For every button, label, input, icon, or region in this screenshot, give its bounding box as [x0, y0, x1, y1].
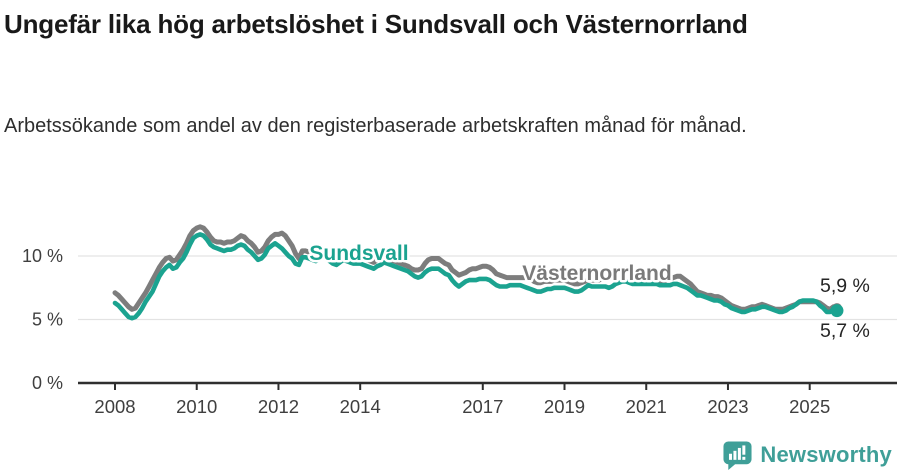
x-axis-tick-label: 2010 — [176, 396, 217, 417]
x-axis-tick-label: 2023 — [707, 396, 748, 417]
series-line-västernorrland — [112, 224, 840, 312]
series-line-sundsvall — [112, 232, 840, 321]
end-value-label-sundsvall: 5,7 % — [820, 320, 870, 342]
x-axis-tick-label: 2019 — [544, 396, 585, 417]
newsworthy-brand: Newsworthy — [722, 440, 892, 470]
line-chart: 0 % 5 % 10 % 2008 2010 2012 2014 2017 2019 2021 20… — [22, 224, 897, 417]
end-value-label-vasternorrland: 5,9 % — [820, 275, 870, 297]
y-axis-tick-label: 10 % — [22, 246, 63, 266]
x-axis-tick-label: 2008 — [94, 396, 135, 417]
x-axis-tick-label: 2012 — [258, 396, 299, 417]
chart-subtitle: Arbetssökande som andel av den registerb… — [4, 115, 747, 137]
x-axis-tick-label: 2021 — [626, 396, 667, 417]
series-label-sundsvall: Sundsvall — [309, 242, 408, 265]
x-axis-tick-label: 2014 — [340, 396, 381, 417]
x-axis-tick-label: 2017 — [462, 396, 503, 417]
series-end-dot-sundsvall — [830, 304, 844, 318]
series-label-västernorrland: Västernorrland — [522, 262, 671, 285]
y-axis-tick-label: 5 % — [32, 310, 63, 330]
newsworthy-logo-icon — [723, 441, 752, 470]
y-axis-tick-label: 0 % — [32, 373, 63, 393]
newsworthy-brand-text: Newsworthy — [760, 442, 892, 467]
x-axis-tick-label: 2025 — [789, 396, 830, 417]
page-title: Ungefär lika hög arbetslöshet i Sundsval… — [4, 9, 748, 39]
